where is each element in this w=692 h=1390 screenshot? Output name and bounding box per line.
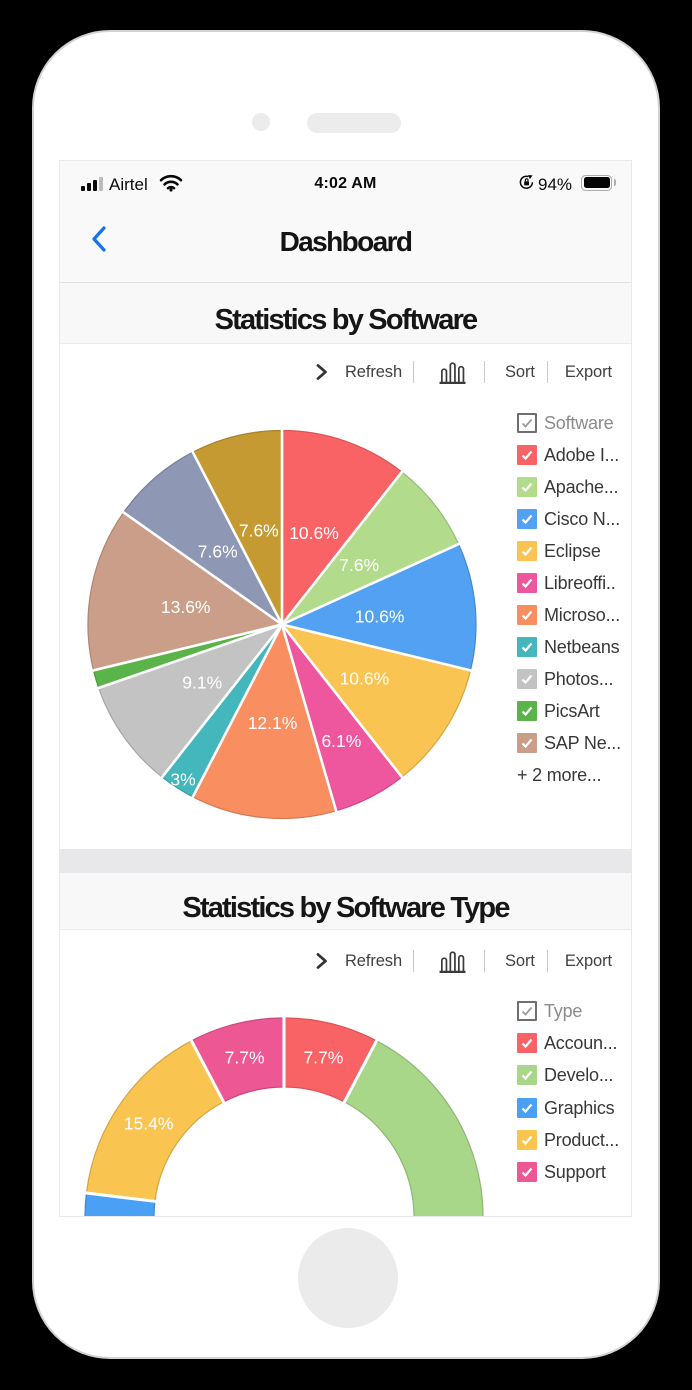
svg-text:13.6%: 13.6% [161,597,211,617]
svg-text:7.7%: 7.7% [225,1047,265,1067]
svg-text:7.7%: 7.7% [303,1047,343,1067]
svg-text:10.6%: 10.6% [289,523,339,543]
svg-text:12.1%: 12.1% [248,713,298,733]
svg-text:10.6%: 10.6% [355,606,405,626]
svg-text:9.1%: 9.1% [182,672,222,692]
svg-text:10.6%: 10.6% [340,669,390,689]
svg-text:7.6%: 7.6% [339,555,379,575]
svg-text:7.6%: 7.6% [239,520,279,540]
svg-text:6.1%: 6.1% [321,731,361,751]
svg-text:3%: 3% [170,769,195,789]
svg-text:15.4%: 15.4% [124,1114,174,1134]
svg-text:7.6%: 7.6% [198,542,238,562]
